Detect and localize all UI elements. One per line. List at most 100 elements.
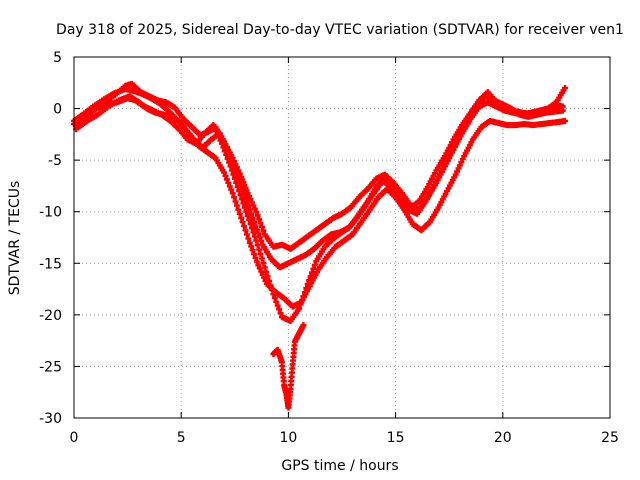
data-point (252, 222, 259, 229)
x-tick-label: 20 (494, 430, 512, 446)
data-point (227, 163, 234, 170)
data-point (273, 298, 280, 305)
data-point (251, 233, 258, 240)
data-point (251, 219, 258, 226)
data-point (300, 293, 307, 300)
data-point (234, 183, 241, 190)
x-tick-labels: 0 5 10 15 20 25 (70, 430, 619, 446)
data-marks (71, 80, 568, 411)
data-point (248, 210, 255, 217)
data-point (233, 202, 240, 209)
data-point (308, 269, 315, 276)
data-point (304, 280, 311, 287)
data-point (253, 226, 260, 233)
data-point (221, 148, 228, 155)
data-point (248, 225, 255, 232)
data-point (237, 192, 244, 199)
data-point (260, 259, 267, 266)
data-point (258, 223, 265, 230)
data-point (306, 277, 313, 284)
data-point (252, 254, 259, 261)
data-point (225, 179, 232, 186)
y-tick-label: -25 (39, 359, 62, 375)
data-point (303, 285, 310, 292)
data-point (253, 208, 260, 215)
data-point (223, 151, 230, 158)
data-point (250, 229, 257, 236)
data-point (243, 231, 250, 238)
data-point (231, 194, 238, 201)
data-point (263, 268, 270, 275)
data-point (239, 219, 246, 226)
data-point (241, 190, 248, 197)
data-point (253, 237, 260, 244)
data-point (245, 202, 252, 209)
data-point (228, 167, 235, 174)
data-point (226, 159, 233, 166)
data-point (243, 198, 250, 205)
y-tick-label: -10 (39, 205, 62, 221)
data-point (254, 242, 261, 249)
data-point (276, 306, 283, 313)
data-point (248, 243, 255, 250)
data-point (239, 186, 246, 193)
y-tick-label: 5 (53, 50, 62, 66)
data-point (256, 246, 263, 253)
data-point (236, 210, 243, 217)
data-point (559, 107, 566, 114)
data-point (561, 84, 568, 91)
data-point (222, 172, 229, 179)
data-point (255, 230, 262, 237)
series-spike (270, 322, 307, 411)
data-point (266, 277, 273, 284)
data-point (223, 176, 230, 183)
data-point (267, 282, 274, 289)
data-point (246, 216, 253, 223)
data-point (244, 212, 251, 219)
data-point (247, 221, 254, 228)
data-point (226, 183, 233, 190)
data-point (246, 239, 253, 246)
data-point (310, 265, 317, 272)
data-point (238, 214, 245, 221)
data-point (274, 302, 281, 309)
data-point (231, 175, 238, 182)
data-point (232, 198, 239, 205)
data-point (298, 297, 305, 304)
data-point (218, 140, 225, 147)
data-point (296, 305, 303, 312)
data-point (258, 255, 265, 262)
x-tick-label: 0 (70, 430, 79, 446)
data-point (254, 212, 261, 219)
data-point (246, 206, 253, 213)
data-point (271, 295, 278, 302)
axis-ticks (73, 56, 611, 419)
data-point (240, 200, 247, 207)
data-point (220, 144, 227, 151)
data-point (256, 216, 263, 223)
data-point (249, 214, 256, 221)
data-point (249, 247, 256, 254)
y-axis-label: SDTVAR / TECUs (7, 181, 23, 296)
data-point (311, 262, 318, 269)
data-point (221, 169, 228, 176)
y-tick-label: 0 (53, 102, 62, 118)
data-point (243, 208, 250, 215)
y-tick-label: -30 (39, 411, 62, 427)
data-point (260, 227, 267, 234)
data-point (241, 223, 248, 230)
y-tick-labels: 5 0 -5 -10 -15 -20 -25 -30 (39, 50, 62, 427)
y-tick-label: -20 (39, 308, 62, 324)
data-point (245, 235, 252, 242)
data-point (235, 206, 242, 213)
data-point (270, 291, 277, 298)
data-point (224, 155, 231, 162)
data-point (264, 273, 271, 280)
data-point (257, 220, 264, 227)
data-point (301, 289, 308, 296)
data-point (300, 322, 307, 329)
x-tick-label: 5 (177, 430, 186, 446)
data-point (251, 251, 258, 258)
data-point (230, 171, 237, 178)
